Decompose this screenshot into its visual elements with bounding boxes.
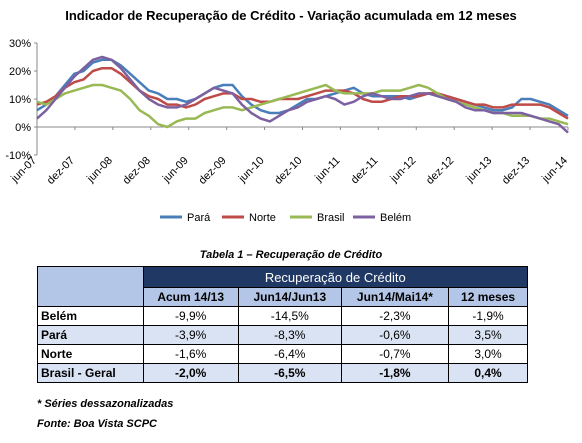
y-tick-label: -10% <box>5 150 31 162</box>
x-tick-label: jun-12 <box>388 155 419 186</box>
recovery-table: Recuperação de Crédito Acum 14/13 Jun14/… <box>37 266 529 383</box>
table-cell: -3,9% <box>142 325 239 345</box>
table-caption: Tabela 1 – Recuperação de Crédito <box>199 249 383 261</box>
x-tick-label: dez-13 <box>500 155 532 187</box>
series-lines <box>36 55 569 134</box>
series-line <box>36 55 569 134</box>
x-tick-label: jun-14 <box>539 155 570 186</box>
table-cell: 0,4% <box>448 363 528 383</box>
table-cell: -1,6% <box>142 344 239 364</box>
y-axis: -10% 0% 10% 20% 30% <box>5 38 38 162</box>
row-label: Norte <box>37 344 144 364</box>
table-cell: 3,0% <box>448 344 528 364</box>
x-tick-label: jun-10 <box>236 155 267 186</box>
table-cell: -6,4% <box>237 344 342 364</box>
x-tick-label: jun-13 <box>463 155 494 186</box>
table-cell: -0,6% <box>340 325 450 345</box>
x-tick-label: jun-08 <box>84 155 115 186</box>
table-cell: -8,3% <box>237 325 342 345</box>
table-header-blank <box>37 287 144 307</box>
column-header: Acum 14/13 <box>142 287 239 307</box>
table-cell: -1,8% <box>340 363 450 383</box>
y-tick-label: 30% <box>9 38 31 50</box>
legend: Pará Norte Brasil Belém <box>160 212 411 224</box>
table-row: Belém -9,9% -14,5% -2,3% -1,9% <box>37 306 528 326</box>
footnote: * Séries dessazonalizadas <box>37 398 174 410</box>
series-line <box>36 83 569 129</box>
x-tick-label: jun-11 <box>312 155 342 185</box>
y-tick-label: 20% <box>9 66 31 78</box>
x-tick-label: dez-08 <box>121 155 153 187</box>
table-cell: -0,7% <box>340 344 450 364</box>
series-line <box>36 66 569 120</box>
x-tick-label: dez-10 <box>272 155 304 187</box>
table-cell: -1,9% <box>448 306 528 326</box>
x-tick-label: dez-07 <box>45 155 77 187</box>
legend-label: Belém <box>380 212 411 224</box>
table-cell: -2,0% <box>142 363 239 383</box>
table-main-header: Recuperação de Crédito <box>142 266 529 288</box>
table-cell: -2,3% <box>340 306 450 326</box>
table-cell: -6,5% <box>237 363 342 383</box>
source-note: Fonte: Boa Vista SCPC <box>37 418 157 430</box>
y-tick-label: 0% <box>15 122 31 134</box>
x-axis: jun-07 dez-07 jun-08 dez-08 jun-09 dez-09 jun-… <box>8 126 570 187</box>
table-row: Brasil - Geral -2,0% -6,5% -1,8% 0,4% <box>37 363 528 383</box>
legend-label: Brasil <box>317 212 345 224</box>
chart-title: Indicador de Recuperação de Crédito - Va… <box>65 8 517 23</box>
table-row: Norte -1,6% -6,4% -0,7% 3,0% <box>37 344 528 364</box>
column-header: Jun14/Mai14* <box>340 287 450 307</box>
x-tick-label: dez-09 <box>196 155 228 187</box>
x-tick-label: dez-11 <box>349 155 381 187</box>
table-cell: 3,5% <box>448 325 528 345</box>
legend-label: Pará <box>187 212 211 224</box>
column-header: Jun14/Jun13 <box>237 287 342 307</box>
column-header: 12 meses <box>448 287 528 307</box>
line-chart: -10% 0% 10% 20% 30% jun-07 dez-07 jun-08 dez-08… <box>5 38 570 224</box>
y-tick-label: 10% <box>9 94 31 106</box>
row-label: Pará <box>37 325 144 345</box>
legend-label: Norte <box>249 212 276 224</box>
x-tick-label: jun-09 <box>160 155 191 186</box>
x-tick-label: dez-12 <box>424 155 456 187</box>
table-cell: -9,9% <box>142 306 239 326</box>
table-cell: -14,5% <box>237 306 342 326</box>
row-label: Belém <box>37 306 144 326</box>
row-label: Brasil - Geral <box>37 363 144 383</box>
table-header-blank <box>37 266 144 288</box>
table-row: Pará -3,9% -8,3% -0,6% 3,5% <box>37 325 528 345</box>
series-line <box>36 58 569 117</box>
